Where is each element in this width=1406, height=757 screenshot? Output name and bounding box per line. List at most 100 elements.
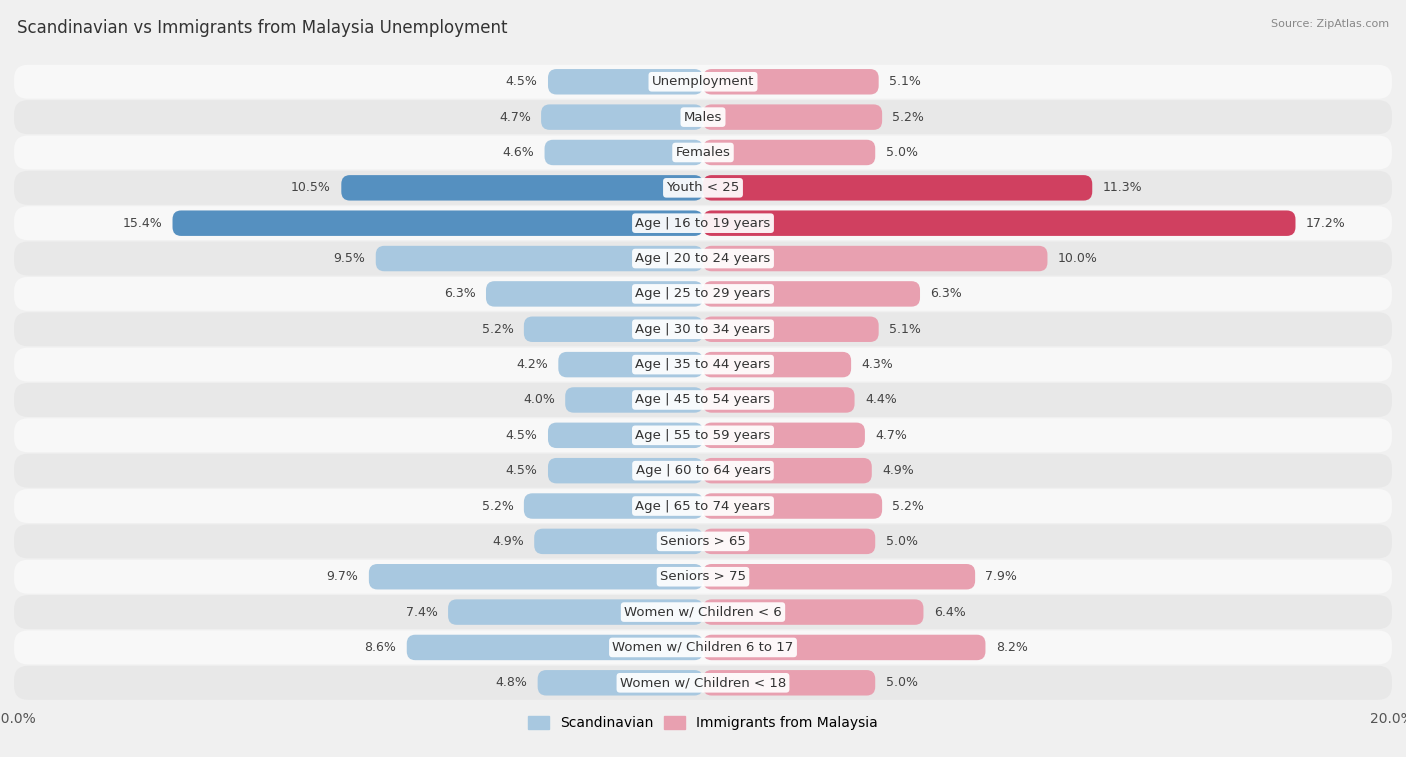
FancyBboxPatch shape [14,559,1392,593]
Text: Age | 20 to 24 years: Age | 20 to 24 years [636,252,770,265]
FancyBboxPatch shape [703,422,865,448]
FancyBboxPatch shape [703,564,976,590]
Text: 6.3%: 6.3% [931,288,962,301]
FancyBboxPatch shape [537,670,703,696]
FancyBboxPatch shape [14,241,1392,276]
FancyBboxPatch shape [548,458,703,484]
Text: 10.0%: 10.0% [1057,252,1098,265]
FancyBboxPatch shape [14,419,1392,452]
Text: 5.0%: 5.0% [886,146,918,159]
Text: 9.5%: 9.5% [333,252,366,265]
FancyBboxPatch shape [14,489,1392,523]
Text: 4.9%: 4.9% [882,464,914,477]
Text: 5.2%: 5.2% [482,322,513,336]
Text: Age | 65 to 74 years: Age | 65 to 74 years [636,500,770,512]
Text: 5.0%: 5.0% [886,676,918,690]
Text: 15.4%: 15.4% [122,217,162,229]
Text: Seniors > 65: Seniors > 65 [659,535,747,548]
Text: 4.4%: 4.4% [865,394,897,407]
FancyBboxPatch shape [375,246,703,271]
FancyBboxPatch shape [14,206,1392,240]
FancyBboxPatch shape [342,175,703,201]
FancyBboxPatch shape [14,100,1392,134]
Text: 4.5%: 4.5% [506,75,537,89]
FancyBboxPatch shape [703,528,875,554]
FancyBboxPatch shape [14,383,1392,417]
FancyBboxPatch shape [703,246,1047,271]
FancyBboxPatch shape [703,670,875,696]
FancyBboxPatch shape [703,104,882,130]
Text: Women w/ Children < 6: Women w/ Children < 6 [624,606,782,618]
FancyBboxPatch shape [14,666,1392,699]
Text: 7.4%: 7.4% [406,606,437,618]
Text: Age | 35 to 44 years: Age | 35 to 44 years [636,358,770,371]
Text: 8.2%: 8.2% [995,641,1028,654]
FancyBboxPatch shape [14,277,1392,311]
FancyBboxPatch shape [541,104,703,130]
FancyBboxPatch shape [368,564,703,590]
Text: 4.8%: 4.8% [495,676,527,690]
Text: 7.9%: 7.9% [986,570,1018,583]
Text: 5.1%: 5.1% [889,322,921,336]
Text: 4.7%: 4.7% [499,111,531,123]
Text: 4.0%: 4.0% [523,394,555,407]
Text: 5.2%: 5.2% [893,500,924,512]
FancyBboxPatch shape [548,422,703,448]
Text: 5.2%: 5.2% [482,500,513,512]
Text: Seniors > 75: Seniors > 75 [659,570,747,583]
FancyBboxPatch shape [406,634,703,660]
Text: 5.1%: 5.1% [889,75,921,89]
FancyBboxPatch shape [14,595,1392,629]
Text: Age | 45 to 54 years: Age | 45 to 54 years [636,394,770,407]
Text: 4.5%: 4.5% [506,428,537,442]
FancyBboxPatch shape [703,600,924,625]
FancyBboxPatch shape [703,210,1295,236]
FancyBboxPatch shape [449,600,703,625]
FancyBboxPatch shape [14,65,1392,98]
FancyBboxPatch shape [14,171,1392,205]
Text: Unemployment: Unemployment [652,75,754,89]
Text: 6.3%: 6.3% [444,288,475,301]
Text: 5.2%: 5.2% [893,111,924,123]
Text: Women w/ Children < 18: Women w/ Children < 18 [620,676,786,690]
Text: Age | 55 to 59 years: Age | 55 to 59 years [636,428,770,442]
Text: 4.6%: 4.6% [502,146,534,159]
Text: 17.2%: 17.2% [1306,217,1346,229]
FancyBboxPatch shape [703,458,872,484]
FancyBboxPatch shape [703,69,879,95]
Text: 6.4%: 6.4% [934,606,966,618]
FancyBboxPatch shape [14,631,1392,665]
FancyBboxPatch shape [524,316,703,342]
FancyBboxPatch shape [173,210,703,236]
Text: Women w/ Children 6 to 17: Women w/ Children 6 to 17 [613,641,793,654]
FancyBboxPatch shape [486,281,703,307]
Text: Scandinavian vs Immigrants from Malaysia Unemployment: Scandinavian vs Immigrants from Malaysia… [17,19,508,37]
Text: 8.6%: 8.6% [364,641,396,654]
Text: 4.5%: 4.5% [506,464,537,477]
Text: Age | 60 to 64 years: Age | 60 to 64 years [636,464,770,477]
FancyBboxPatch shape [544,140,703,165]
FancyBboxPatch shape [524,494,703,519]
Text: Age | 25 to 29 years: Age | 25 to 29 years [636,288,770,301]
FancyBboxPatch shape [558,352,703,377]
Text: Youth < 25: Youth < 25 [666,182,740,195]
Text: Age | 16 to 19 years: Age | 16 to 19 years [636,217,770,229]
Legend: Scandinavian, Immigrants from Malaysia: Scandinavian, Immigrants from Malaysia [523,711,883,736]
FancyBboxPatch shape [565,388,703,413]
FancyBboxPatch shape [703,175,1092,201]
Text: Males: Males [683,111,723,123]
FancyBboxPatch shape [703,494,882,519]
FancyBboxPatch shape [14,525,1392,559]
FancyBboxPatch shape [14,136,1392,170]
Text: 4.2%: 4.2% [516,358,548,371]
FancyBboxPatch shape [534,528,703,554]
Text: 4.3%: 4.3% [862,358,893,371]
FancyBboxPatch shape [14,313,1392,346]
Text: 4.7%: 4.7% [875,428,907,442]
Text: 5.0%: 5.0% [886,535,918,548]
FancyBboxPatch shape [703,316,879,342]
FancyBboxPatch shape [14,453,1392,488]
Text: 11.3%: 11.3% [1102,182,1142,195]
FancyBboxPatch shape [703,634,986,660]
Text: Source: ZipAtlas.com: Source: ZipAtlas.com [1271,19,1389,29]
